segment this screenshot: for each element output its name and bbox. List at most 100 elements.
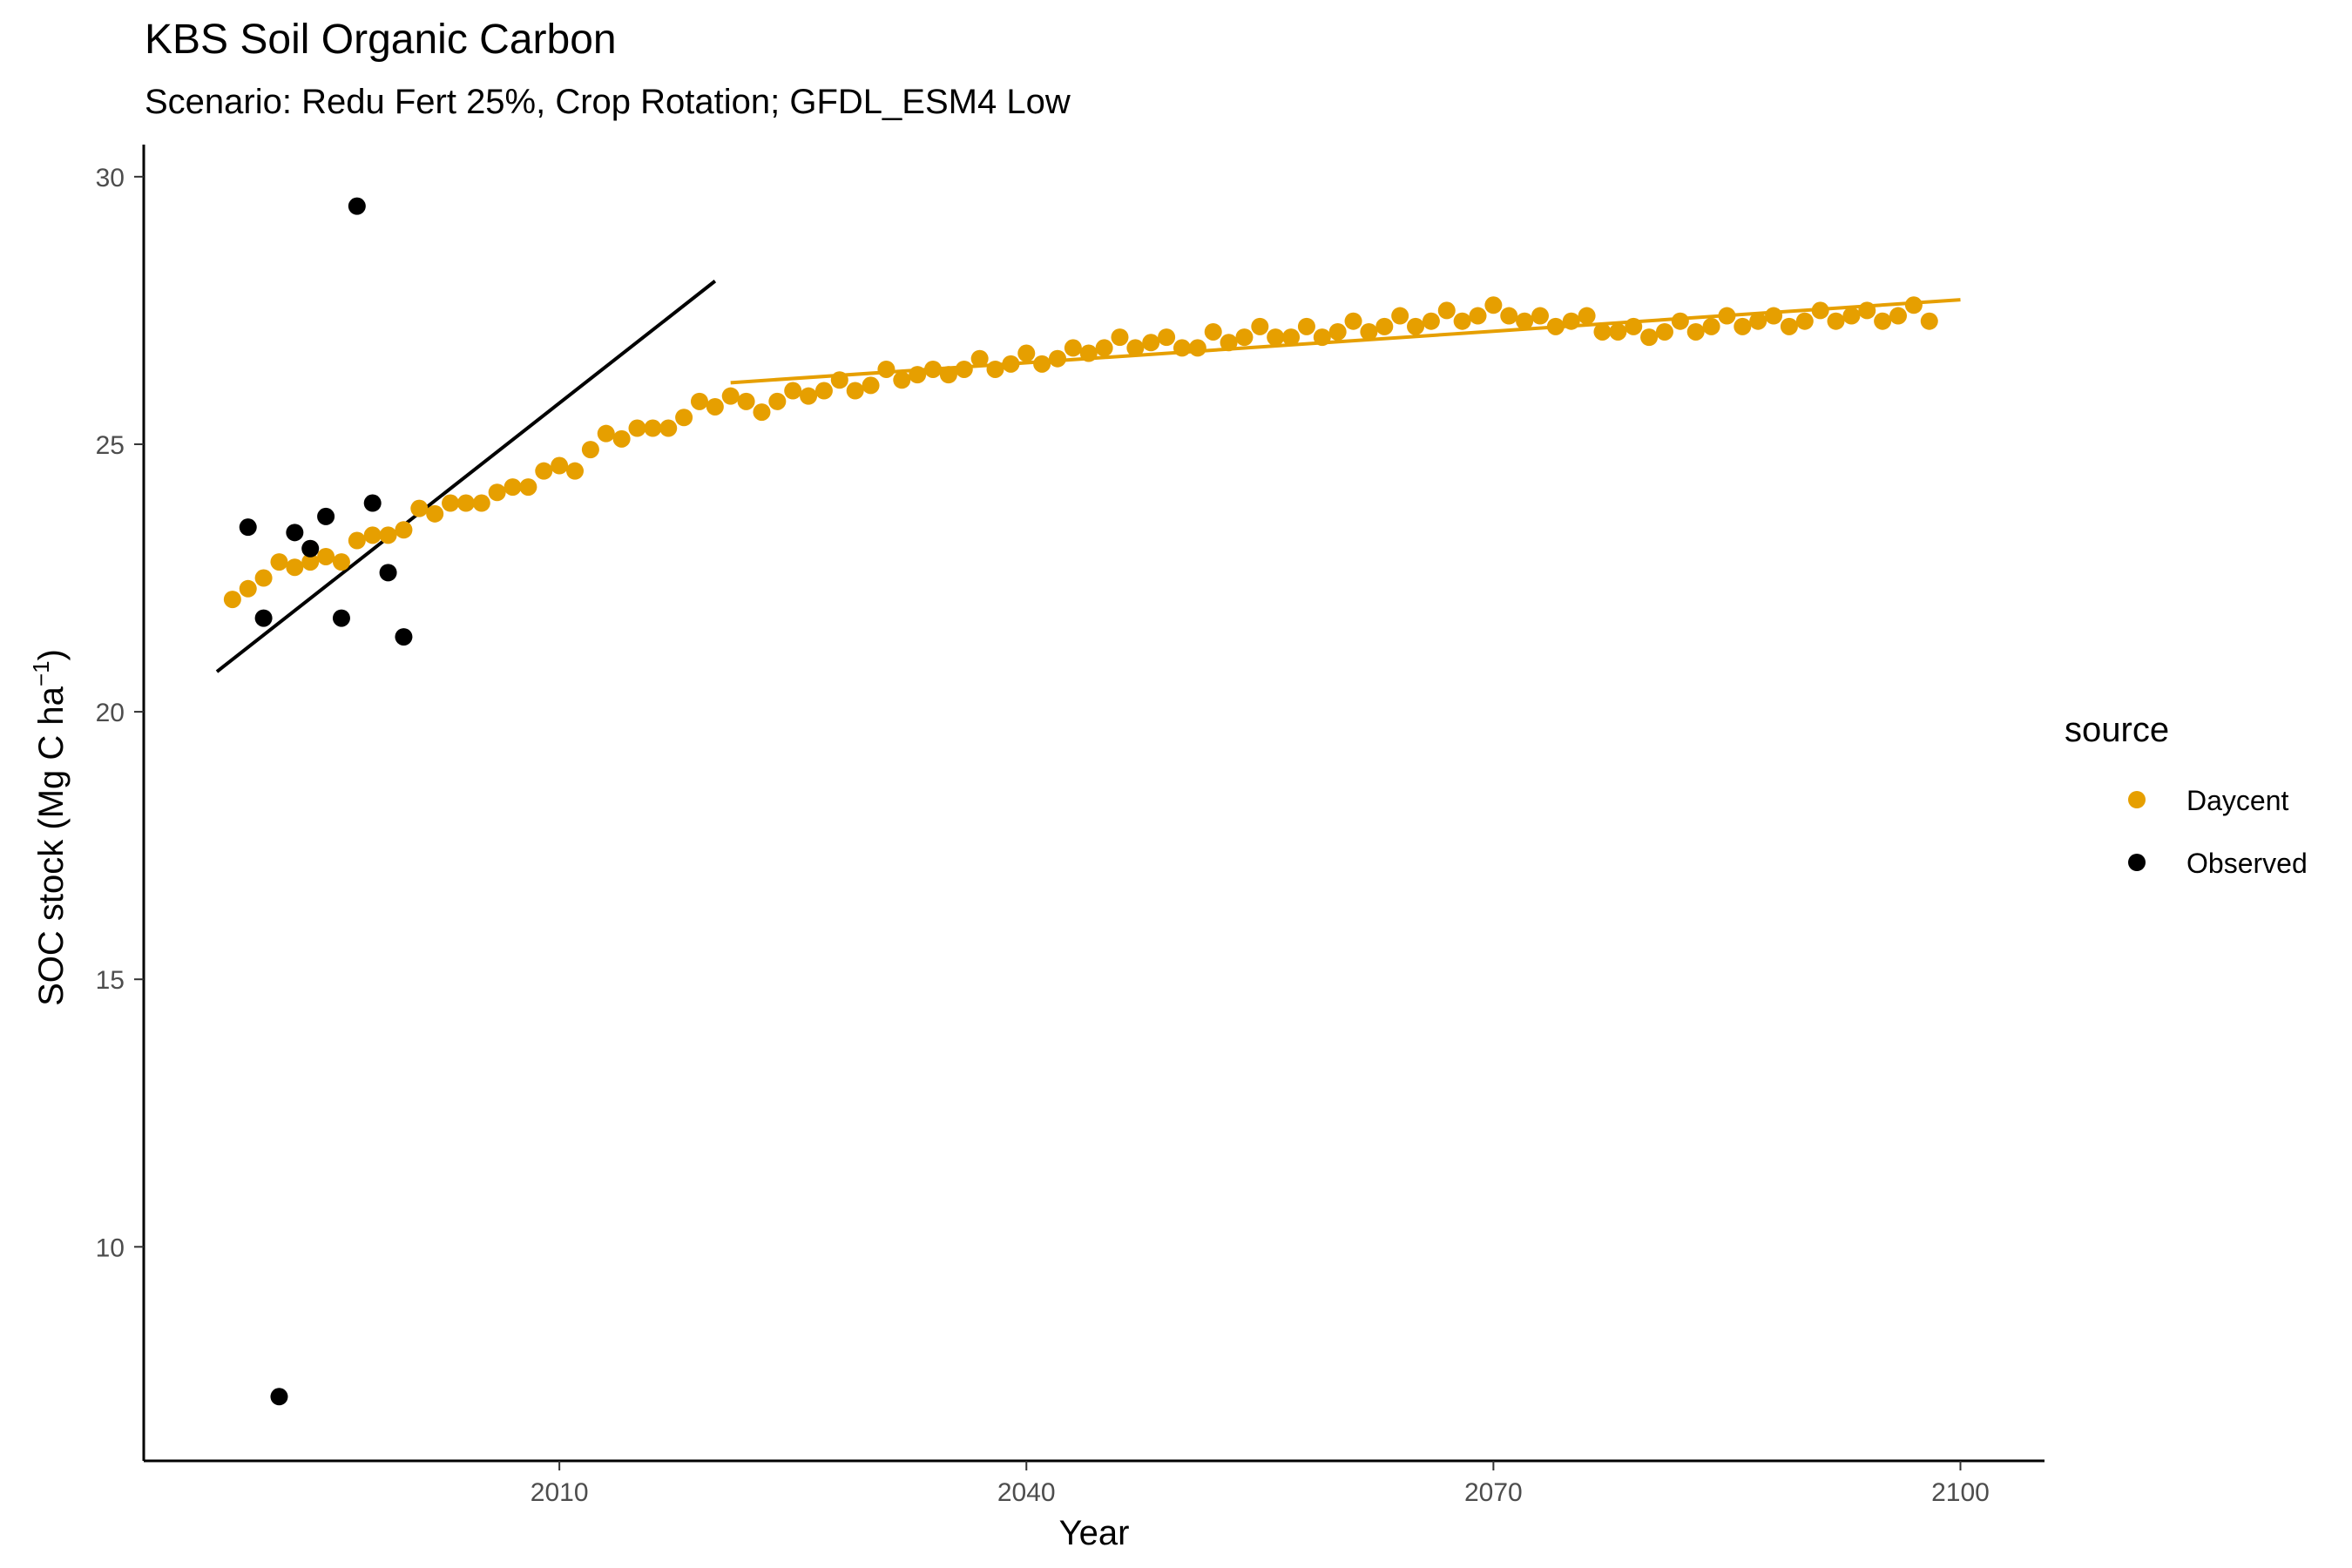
point-daycent: [379, 526, 397, 544]
point-daycent: [1391, 307, 1409, 325]
point-daycent: [270, 553, 288, 571]
point-daycent: [737, 392, 755, 410]
point-daycent: [1282, 328, 1301, 347]
point-observed: [286, 524, 304, 542]
point-daycent: [721, 387, 740, 405]
point-daycent: [1033, 355, 1051, 373]
x-tick-label: 2010: [531, 1478, 589, 1507]
point-daycent: [1204, 322, 1222, 341]
point-daycent: [612, 429, 631, 448]
point-daycent: [675, 409, 693, 427]
point-daycent: [395, 521, 413, 539]
point-daycent: [1360, 322, 1378, 341]
point-daycent: [830, 371, 848, 389]
y-tick-label: 30: [96, 164, 125, 193]
x-tick-label: 2040: [997, 1478, 1056, 1507]
point-daycent: [1609, 322, 1627, 341]
point-daycent: [597, 424, 615, 443]
point-daycent: [1749, 312, 1767, 330]
point-daycent: [1827, 312, 1845, 330]
y-tick-label: 15: [96, 966, 125, 995]
x-tick-label: 2100: [1931, 1478, 1990, 1507]
point-daycent: [317, 547, 335, 565]
point-daycent: [456, 494, 475, 512]
point-daycent: [970, 349, 989, 368]
point-daycent: [1484, 296, 1503, 314]
point-daycent: [1173, 339, 1191, 357]
point-daycent: [1593, 322, 1612, 341]
point-daycent: [1267, 328, 1285, 347]
point-daycent: [1095, 339, 1113, 357]
point-daycent: [644, 419, 662, 437]
x-ticks: 2010 2040 2070 2100: [531, 1461, 1990, 1507]
point-daycent: [924, 360, 943, 378]
point-observed: [301, 539, 320, 558]
point-daycent: [1064, 339, 1082, 357]
point-daycent: [800, 387, 818, 405]
point-daycent: [1313, 328, 1331, 347]
point-daycent: [488, 483, 506, 502]
point-daycent: [1904, 296, 1923, 314]
point-daycent: [1562, 312, 1580, 330]
y-tick-label: 25: [96, 431, 125, 460]
point-daycent: [348, 531, 366, 550]
point-daycent: [239, 579, 257, 598]
point-daycent: [1686, 322, 1705, 341]
point-daycent: [301, 553, 320, 571]
y-axis-title: SOC stock (Mg C ha−1): [28, 649, 71, 1006]
point-daycent: [1780, 317, 1798, 335]
point-daycent: [628, 419, 646, 437]
point-daycent: [893, 371, 911, 389]
chart-subtitle: Scenario: Redu Fert 25%, Crop Rotation; …: [145, 83, 1071, 121]
point-daycent: [877, 360, 896, 378]
point-daycent: [768, 392, 787, 410]
point-observed: [239, 518, 257, 537]
point-daycent: [1625, 317, 1643, 335]
point-daycent: [1920, 312, 1938, 330]
point-daycent: [846, 382, 864, 400]
point-daycent: [1017, 344, 1036, 362]
point-daycent: [1407, 317, 1425, 335]
y-axis-title-sup: −1: [28, 660, 54, 686]
point-daycent: [1297, 317, 1315, 335]
legend-label-observed: Observed: [2186, 848, 2308, 879]
point-daycent: [426, 504, 444, 523]
x-axis-title: Year: [1059, 1514, 1130, 1552]
point-daycent: [1811, 301, 1829, 320]
point-observed: [317, 507, 335, 525]
point-daycent: [1422, 312, 1440, 330]
point-observed: [379, 564, 397, 582]
chart-title: KBS Soil Organic Carbon: [145, 17, 617, 63]
y-tick-label: 10: [96, 1233, 125, 1262]
point-daycent: [1718, 307, 1736, 325]
point-daycent: [986, 360, 1004, 378]
point-observed: [254, 609, 273, 627]
point-daycent: [1002, 355, 1020, 373]
point-daycent: [862, 376, 880, 395]
point-daycent: [519, 478, 537, 497]
point-daycent: [1578, 307, 1596, 325]
point-daycent: [410, 499, 429, 517]
point-daycent: [1049, 349, 1067, 368]
point-daycent: [223, 591, 241, 609]
point-observed: [332, 609, 350, 627]
point-daycent: [254, 569, 273, 587]
point-daycent: [1142, 334, 1160, 352]
point-daycent: [1500, 307, 1518, 325]
point-daycent: [1516, 312, 1534, 330]
point-daycent: [1531, 307, 1549, 325]
point-daycent: [1640, 328, 1659, 347]
point-daycent: [1874, 312, 1892, 330]
point-daycent: [1453, 312, 1471, 330]
point-daycent: [566, 462, 585, 480]
point-daycent: [1328, 322, 1347, 341]
point-daycent: [939, 366, 957, 384]
point-daycent: [1220, 334, 1238, 352]
y-axis-title-main: SOC stock (Mg C ha: [32, 686, 71, 1006]
legend: source Daycent Observed: [2065, 711, 2308, 879]
legend-title: source: [2065, 711, 2169, 749]
point-daycent: [363, 526, 382, 544]
x-tick-label: 2070: [1464, 1478, 1523, 1507]
point-daycent: [909, 366, 927, 384]
data-marks: [223, 197, 1938, 1406]
